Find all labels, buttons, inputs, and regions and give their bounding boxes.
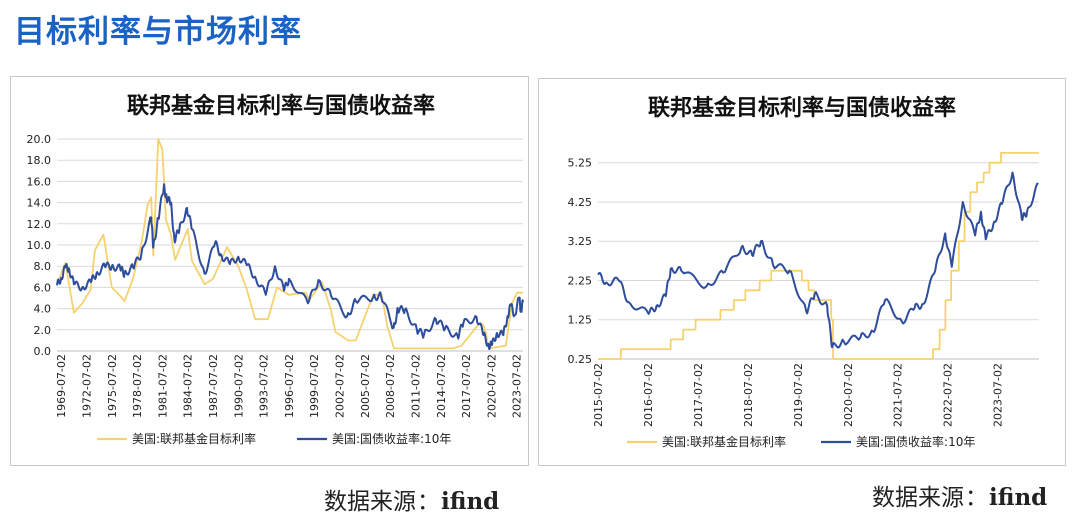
x-tick-label: 2005-07-02 xyxy=(359,354,372,418)
source-name: ifind xyxy=(441,488,500,515)
series-line-10y-treasury-yield xyxy=(56,183,524,351)
x-tick-label: 2019-07-02 xyxy=(792,363,805,427)
long-term-rates-chart: 联邦基金目标利率与国债收益率 20.0 18.0 16.0 14.0 12.0 10.0 8.… xyxy=(27,93,524,446)
y-tick-label: 20.0 xyxy=(27,133,52,146)
source-separator: ： xyxy=(965,485,988,511)
y-tick-label: 5.25 xyxy=(568,157,593,170)
x-tick-label: 2015-07-02 xyxy=(592,363,605,427)
x-tick-label: 2021-07-02 xyxy=(892,363,905,427)
y-tick-label: 8.0 xyxy=(34,260,52,273)
x-tick-label: 1972-07-02 xyxy=(80,354,93,418)
x-tick-label: 2016-07-02 xyxy=(642,363,655,427)
series-line-fed-funds-target xyxy=(56,138,523,350)
x-tick-label: 2022-07-02 xyxy=(942,363,955,427)
source-label: 数据来源 xyxy=(324,489,416,515)
y-tick-label: 2.25 xyxy=(568,274,593,287)
x-tick-label: 1990-07-02 xyxy=(232,354,245,418)
legend-label-10y-treasury-yield: 美国:国债收益率:10年 xyxy=(332,431,451,446)
y-tick-label: 14.0 xyxy=(27,197,52,210)
x-tick-label: 1996-07-02 xyxy=(283,354,296,418)
chart-title: 联邦基金目标利率与国债收益率 xyxy=(127,93,435,119)
x-tick-label: 2014-07-02 xyxy=(435,354,448,418)
x-tick-label: 2017-07-02 xyxy=(460,354,473,418)
data-source-note-right: 数据来源：ifind xyxy=(872,478,1047,512)
y-tick-label: 4.0 xyxy=(34,303,52,316)
y-tick-label: 1.25 xyxy=(568,314,593,327)
x-tick-label: 1987-07-02 xyxy=(207,354,220,418)
x-tick-label: 2008-07-02 xyxy=(384,354,397,418)
x-tick-label: 2011-07-02 xyxy=(409,354,422,418)
recent-rates-chart: 联邦基金目标利率与国债收益率5.254.253.252.251.250.2520… xyxy=(568,95,1039,449)
series-line-10y-treasury-yield xyxy=(597,171,1039,349)
x-tick-label: 2018-07-02 xyxy=(742,363,755,427)
source-separator: ： xyxy=(417,489,440,515)
legend-label-fed-funds-target: 美国:联邦基金目标利率 xyxy=(662,434,786,449)
chart-title: 联邦基金目标利率与国债收益率 xyxy=(648,95,956,121)
x-tick-label: 1975-07-02 xyxy=(106,354,119,418)
source-label: 数据来源 xyxy=(872,485,964,511)
x-tick-label: 2002-07-02 xyxy=(334,354,347,418)
y-tick-label: 12.0 xyxy=(27,218,52,231)
x-tick-label: 2020-07-02 xyxy=(485,354,498,418)
x-tick-label: 1969-07-02 xyxy=(55,354,68,418)
y-tick-label: 3.25 xyxy=(568,235,593,248)
x-tick-label: 2023-07-02 xyxy=(992,363,1005,427)
chart-panel-recent: 联邦基金目标利率与国债收益率 5.25 4.25 3.25 2.25 1.25 0.25 20… xyxy=(538,78,1066,466)
y-tick-label: 10.0 xyxy=(27,239,52,252)
legend-label-fed-funds-target: 美国:联邦基金目标利率 xyxy=(132,431,256,446)
x-tick-label: 2020-07-02 xyxy=(842,363,855,427)
y-tick-label: 16.0 xyxy=(27,175,52,188)
y-tick-label: 6.0 xyxy=(34,281,52,294)
x-tick-label: 2023-07-02 xyxy=(511,354,524,418)
y-tick-label: 0.0 xyxy=(34,345,52,358)
y-tick-label: 4.25 xyxy=(568,196,593,209)
x-tick-label: 1981-07-02 xyxy=(156,354,169,418)
x-tick-label: 1984-07-02 xyxy=(182,354,195,418)
page-title: 目标利率与市场利率 xyxy=(14,14,302,50)
series-line-fed-funds-target xyxy=(598,152,1039,360)
x-tick-label: 1999-07-02 xyxy=(308,354,321,418)
x-tick-label: 1978-07-02 xyxy=(131,354,144,418)
data-source-note-left: 数据来源：ifind xyxy=(324,482,499,516)
chart-panel-long-term: 联邦基金目标利率与国债收益率 20.0 18.0 16.0 14.0 12.0 10.0 8.… xyxy=(10,76,529,466)
y-tick-label: 0.25 xyxy=(568,353,593,366)
source-name: ifind xyxy=(989,484,1048,511)
y-tick-label: 2.0 xyxy=(34,324,52,337)
y-tick-label: 18.0 xyxy=(27,154,52,167)
legend-label-10y-treasury-yield: 美国:国债收益率:10年 xyxy=(856,434,975,449)
x-tick-label: 1993-07-02 xyxy=(258,354,271,418)
x-tick-label: 2017-07-02 xyxy=(692,363,705,427)
